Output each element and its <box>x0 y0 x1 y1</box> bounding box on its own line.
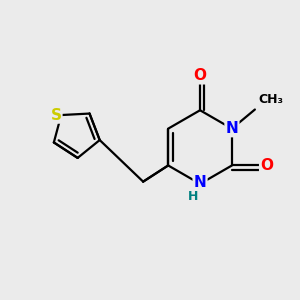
Text: O: O <box>260 158 273 173</box>
Text: S: S <box>50 107 62 122</box>
Text: H: H <box>188 190 198 203</box>
Text: O: O <box>194 68 207 83</box>
Text: CH₃: CH₃ <box>258 93 284 106</box>
Text: N: N <box>226 121 238 136</box>
Text: N: N <box>194 175 206 190</box>
